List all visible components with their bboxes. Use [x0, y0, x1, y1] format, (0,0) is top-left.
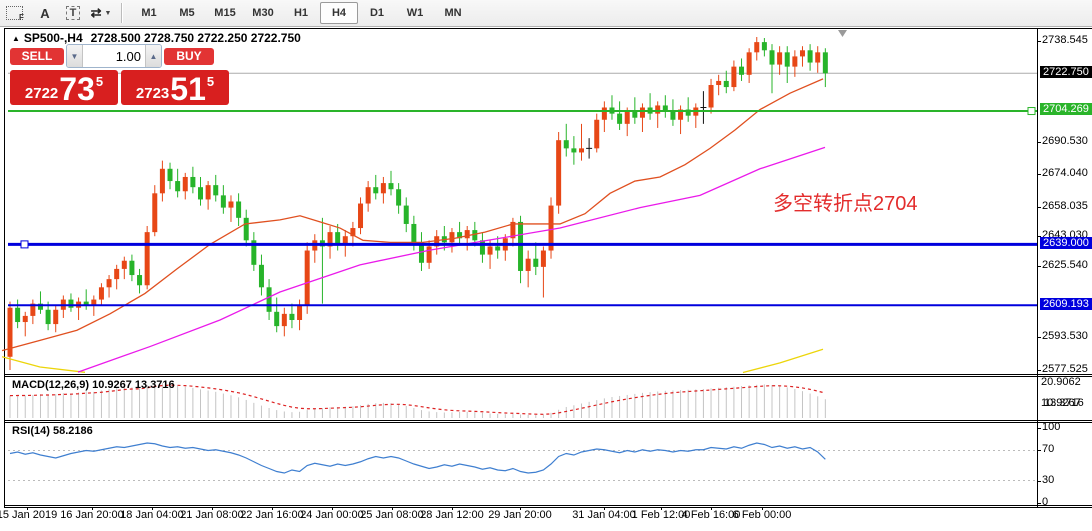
timeframe-button-m15[interactable]: M15 — [214, 7, 236, 19]
time-axis-label: 15 Jan 2019 — [0, 509, 58, 521]
price-axis-label: 2690.530 — [1042, 135, 1088, 147]
time-axis-label: 31 Jan 04:00 — [572, 509, 636, 521]
f-letter-glyph: F — [19, 12, 24, 22]
time-axis-label: 24 Jan 00:00 — [300, 509, 364, 521]
buy-price-box[interactable]: 2723 51 5 — [121, 70, 229, 105]
chart-title: ▲ SP500-,H4 2728.500 2728.750 2722.250 272… — [12, 31, 301, 45]
buy-button[interactable]: BUY — [164, 47, 214, 65]
chart-frame-top — [4, 28, 1092, 29]
volume-input[interactable] — [83, 45, 145, 67]
time-axis-label: 21 Jan 08:00 — [180, 509, 244, 521]
macd-axis-label: 13.3716 — [1044, 397, 1084, 409]
timeframe-button-m5[interactable]: M5 — [179, 7, 195, 19]
price-axis-label: 2738.545 — [1042, 34, 1088, 46]
timeframe-button-h1[interactable]: H1 — [293, 7, 309, 19]
price-line-label: 2639.000 — [1040, 237, 1092, 249]
volume-decrease-button[interactable]: ▼ — [67, 45, 83, 67]
pane-separator — [4, 507, 1092, 508]
macd-indicator-label: MACD(12,26,9) 10.9267 13.3716 — [12, 379, 175, 391]
pane-separator — [4, 376, 1092, 377]
time-axis-label: 18 Jan 04:00 — [120, 509, 184, 521]
dropdown-caret-icon: ▼ — [104, 9, 112, 17]
pane-separator — [4, 505, 1092, 506]
ohlc-values: 2728.500 2728.750 2722.250 2722.750 — [90, 31, 301, 45]
toolbar: F A T ⇄ ▼ M1 M5 M15 M30 H1 H4 D1 W1 MN — [0, 0, 1092, 27]
time-axis-label: 29 Jan 20:00 — [488, 509, 552, 521]
cursor-arrows-icon[interactable]: ⇄ ▼ — [88, 1, 114, 25]
buy-price-big: 51 — [170, 70, 206, 107]
price-axis-label: 2625.540 — [1042, 259, 1088, 271]
time-axis-label: 25 Jan 08:00 — [360, 509, 424, 521]
rsi-axis-label: 0 — [1042, 496, 1049, 508]
price-line-label: 2722.750 — [1040, 66, 1092, 78]
time-axis-label: 1 Feb 12:00 — [631, 509, 691, 521]
chart-frame-left — [4, 28, 5, 507]
sell-button[interactable]: SELL — [10, 47, 64, 65]
time-axis-label: 16 Jan 20:00 — [60, 509, 124, 521]
chart-annotation-text[interactable]: 多空转折点2704 — [773, 193, 918, 215]
text-label-a-icon[interactable]: A — [40, 5, 50, 21]
volume-increase-button[interactable]: ▲ — [145, 45, 161, 67]
one-click-trading-panel: SELL ▼ ▲ BUY 2722 73 5 2723 51 5 — [10, 44, 229, 105]
sell-price-big: 73 — [59, 70, 95, 107]
rsi-indicator-label: RSI(14) 58.2186 — [12, 425, 93, 437]
price-axis-border — [1037, 28, 1038, 507]
time-axis-label: 28 Jan 12:00 — [420, 509, 484, 521]
sell-price-pip: 5 — [95, 74, 104, 89]
buy-price-pip: 5 — [206, 74, 215, 89]
price-line-label: 2704.269 — [1040, 103, 1092, 115]
boxed-t-glyph: T — [65, 6, 81, 20]
price-axis-label: 2674.040 — [1042, 167, 1088, 179]
time-axis-label: 4 Feb 16:00 — [681, 509, 741, 521]
pane-separator[interactable] — [4, 420, 1092, 421]
timeframe-button-m30[interactable]: M30 — [252, 7, 274, 19]
rsi-axis-label: 70 — [1042, 443, 1055, 455]
price-axis-label: 2577.525 — [1042, 363, 1088, 375]
collapse-triangle-icon[interactable]: ▲ — [12, 34, 20, 43]
timeframe-button-h4[interactable]: H4 — [320, 2, 358, 24]
time-axis-label: 22 Jan 16:00 — [240, 509, 304, 521]
toolbar-separator — [121, 3, 123, 23]
macd-axis-label: 10.9267 — [1041, 397, 1081, 409]
sell-price-box[interactable]: 2722 73 5 — [10, 70, 118, 105]
timeframe-button-d1[interactable]: D1 — [369, 7, 385, 19]
price-axis-label: 2658.035 — [1042, 200, 1088, 212]
sell-price-prefix: 2722 — [24, 85, 59, 102]
rsi-axis-label: 30 — [1042, 474, 1055, 486]
timeframe-button-mn[interactable]: MN — [444, 7, 462, 19]
time-axis-label: 6 Feb 00:00 — [732, 509, 792, 521]
rsi-axis-label: 100 — [1042, 421, 1061, 433]
symbol-timeframe-label: SP500-,H4 — [23, 31, 83, 45]
text-box-icon[interactable]: T — [60, 1, 86, 25]
price-line-label: 2609.193 — [1040, 298, 1092, 310]
volume-stepper: ▼ ▲ — [66, 44, 162, 68]
arrows-glyph: ⇄ — [90, 5, 102, 20]
pane-separator[interactable] — [4, 374, 1092, 375]
pane-separator — [4, 422, 1092, 423]
price-axis-label: 2593.530 — [1042, 330, 1088, 342]
timeframe-button-w1[interactable]: W1 — [406, 7, 424, 19]
macd-axis-label: 20.9062 — [1041, 376, 1081, 388]
dotted-box-glyph — [6, 6, 24, 20]
timeframe-button-m1[interactable]: M1 — [141, 7, 157, 19]
template-grid-icon[interactable]: F — [4, 1, 30, 25]
timeframe-group: M1 M5 M15 M30 H1 H4 D1 W1 MN — [130, 2, 472, 24]
buy-price-prefix: 2723 — [135, 85, 170, 102]
